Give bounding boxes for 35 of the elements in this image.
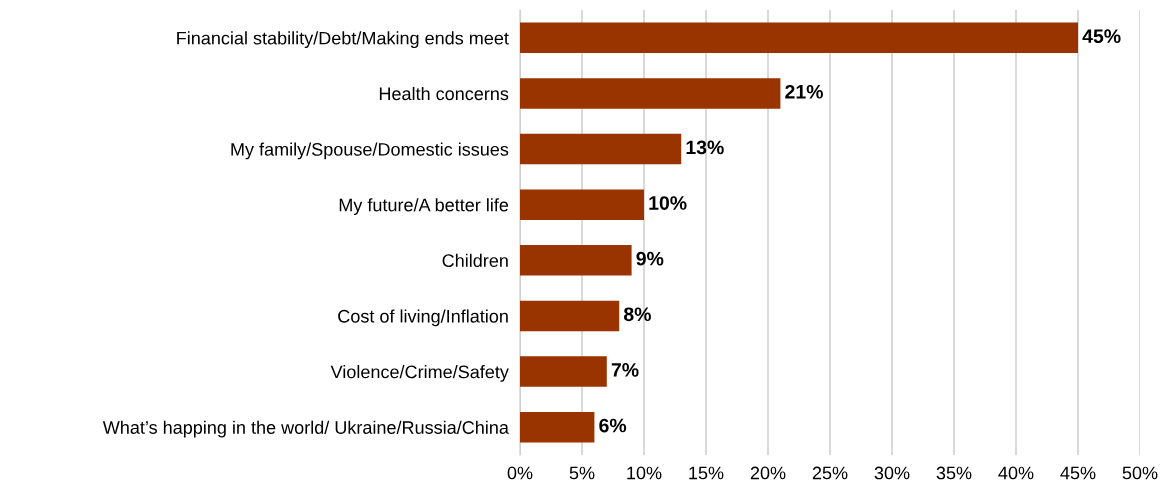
y-tick-label: Cost of living/Inflation [338,309,508,327]
x-tick-label: 45% [1060,466,1096,480]
x-tick-label: 40% [998,466,1034,480]
y-tick-label: My family/Spouse/Domestic issues [231,142,509,160]
data-label: 8% [623,307,651,322]
x-tick-label: 50% [1122,466,1158,480]
bar [520,300,620,332]
x-tick-label: 20% [750,466,786,480]
x-tick-label: 25% [812,466,848,480]
data-label: 10% [649,196,687,210]
bar [520,356,607,387]
y-tick-label: Health concerns [379,86,509,101]
x-tick-label: 30% [874,466,910,480]
y-tick-label: Children [442,253,508,268]
data-label: 9% [636,251,664,266]
bar [520,78,781,109]
x-tick-label: 5% [569,466,595,480]
x-tick-label: 15% [689,466,724,480]
x-tick-label: 0% [507,466,533,480]
bar [520,133,682,165]
bar [520,411,595,443]
y-tick-label: Financial stability/Debt/Making ends meet [177,31,509,49]
data-label: 13% [686,140,724,155]
data-label: 6% [599,418,627,433]
x-tick-label: 35% [936,466,972,480]
data-label: 7% [611,363,639,377]
bar [520,189,644,220]
bar [520,245,632,276]
y-tick-label: Violence/Crime/Safety [330,365,509,382]
bar [520,22,1078,54]
data-label: 21% [785,84,823,99]
y-tick-label: What’s happing in the world/ Ukraine/Russia/China [102,420,509,438]
x-tick-label: 10% [627,466,662,480]
data-label: 45% [1082,29,1121,44]
y-tick-label: My future/A better life [339,198,509,215]
